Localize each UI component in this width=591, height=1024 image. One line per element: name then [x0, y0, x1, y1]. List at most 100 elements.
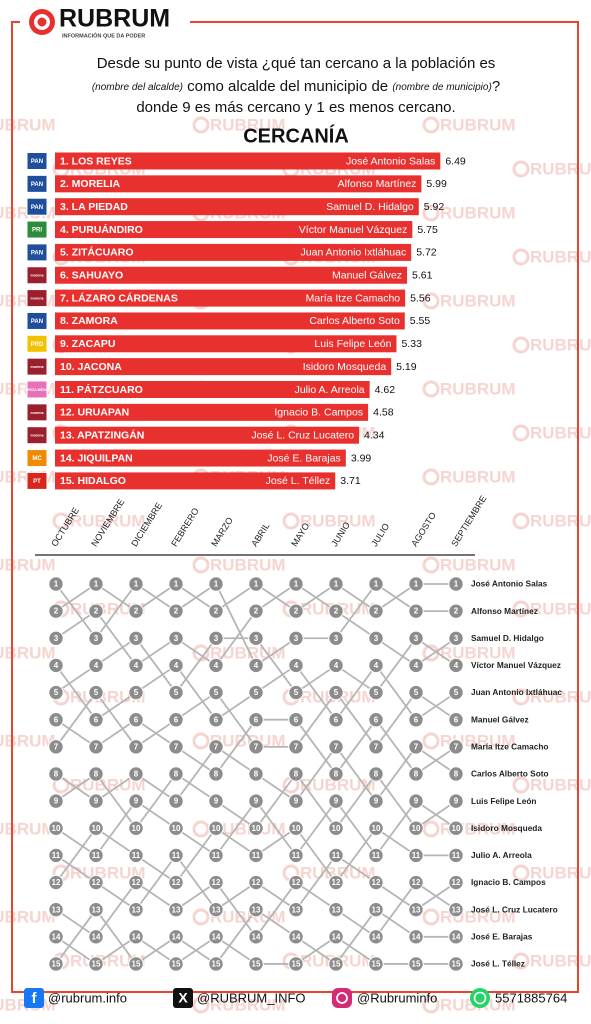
rank-number: 14 [292, 932, 301, 941]
rank-number: 11 [172, 851, 181, 860]
watermark-ring [422, 996, 440, 1014]
rank-node [168, 929, 184, 945]
bar-category: 4. PURUÁNDIRO [60, 223, 143, 236]
series-name: José E. Barajas [471, 932, 533, 942]
rank-number: 13 [372, 905, 381, 914]
rank-number: 4 [54, 661, 59, 670]
series-name: Víctor Manuel Vázquez [471, 660, 561, 670]
bar [55, 289, 406, 307]
rank-number: 2 [54, 607, 59, 616]
rank-node [408, 630, 424, 646]
party-icon [26, 334, 48, 353]
rank-number: 7 [414, 742, 419, 751]
rank-number: 7 [294, 742, 299, 751]
party-icon [26, 243, 48, 262]
watermark-ring [512, 248, 530, 266]
rank-number: 6 [94, 715, 99, 724]
rank-node [128, 766, 144, 782]
question-line: Desde su punto de vista ¿qué tan cercano… [97, 55, 496, 72]
value-label: 4.34 [364, 429, 385, 441]
party-label: MC [32, 456, 42, 462]
bar-name: José E. Barajas [267, 452, 341, 464]
watermark-ring [422, 292, 440, 310]
rank-number: 12 [452, 878, 461, 887]
rank-number: 9 [294, 797, 299, 806]
rank-node [368, 766, 384, 782]
bar-category: 9. ZACAPU [60, 338, 115, 350]
rank-number: 7 [94, 742, 99, 751]
rank-node [128, 684, 144, 701]
rank-number: 9 [94, 797, 99, 806]
series-name: María Itze Camacho [471, 742, 548, 752]
rank-number: 7 [454, 742, 459, 751]
rank-number: 8 [374, 770, 379, 779]
party-label: morena [31, 274, 45, 278]
rank-number: 12 [52, 878, 61, 887]
rank-node [208, 847, 224, 864]
rank-node [248, 766, 264, 782]
rank-node [448, 901, 464, 918]
series-name: José Antonio Salas [471, 579, 548, 589]
question-line: donde 9 es más cercano y 1 es menos cerc… [136, 99, 455, 116]
watermark-ring [52, 512, 70, 530]
rank-number: 15 [132, 960, 141, 969]
bar-category: 5. ZITÁCUARO [60, 246, 134, 259]
rank-node [128, 874, 144, 891]
rank-number: 9 [454, 797, 459, 806]
watermark-ring [192, 820, 210, 838]
rank-node [128, 929, 144, 945]
rank-node [328, 874, 344, 891]
watermark-ring [422, 380, 440, 398]
rank-number: 6 [174, 715, 179, 724]
rank-number: 3 [174, 634, 179, 643]
facebook-handle: @rubrum.info [48, 990, 127, 1005]
party-label: PAN [31, 182, 43, 188]
rank-number: 6 [254, 715, 259, 724]
icon-glyph: X [178, 990, 188, 1006]
party-label: PT [33, 479, 41, 485]
rank-node [208, 712, 224, 728]
rank-node [88, 901, 104, 918]
rank-number: 14 [92, 932, 101, 941]
rank-node [248, 874, 264, 891]
rank-node [208, 956, 224, 972]
rank-node [448, 630, 464, 646]
rank-node [368, 576, 384, 592]
value-label: 5.56 [410, 292, 431, 304]
rank-node [408, 766, 424, 782]
month-label: AGOSTO [409, 511, 438, 549]
rank-number: 10 [292, 824, 301, 833]
watermark-ring [422, 908, 440, 926]
watermark-text: RUBRUM [300, 775, 376, 794]
icon-glyph [336, 992, 348, 1004]
watermark-text: RUBRUM [530, 599, 591, 618]
series-name: Isidoro Mosqueda [471, 823, 542, 833]
rank-number: 13 [92, 905, 101, 914]
rank-number: 11 [132, 851, 141, 860]
bar [55, 243, 412, 261]
rank-node [88, 847, 104, 864]
rank-number: 2 [294, 607, 299, 616]
watermark-ring [282, 512, 300, 530]
bar-category: 1. LOS REYES [60, 155, 132, 167]
rank-node [248, 684, 264, 701]
party-icon [26, 220, 48, 239]
watermark-text: RUBRUM [210, 819, 286, 838]
rank-number: 12 [92, 878, 101, 887]
rank-number: 3 [94, 634, 99, 643]
rank-number: 1 [134, 580, 139, 589]
rank-node [48, 929, 64, 945]
watermark-ring [512, 600, 530, 618]
value-label: 5.99 [426, 178, 447, 190]
rank-number: 6 [214, 715, 219, 724]
rank-node [288, 874, 304, 891]
rank-number: 7 [254, 742, 259, 751]
rank-number: 6 [414, 715, 419, 724]
rank-node [408, 657, 424, 674]
rank-node [248, 793, 264, 809]
rank-node [368, 603, 384, 619]
rank-node [48, 793, 64, 809]
bar-name: Carlos Alberto Soto [309, 315, 400, 327]
rank-number: 9 [334, 797, 339, 806]
